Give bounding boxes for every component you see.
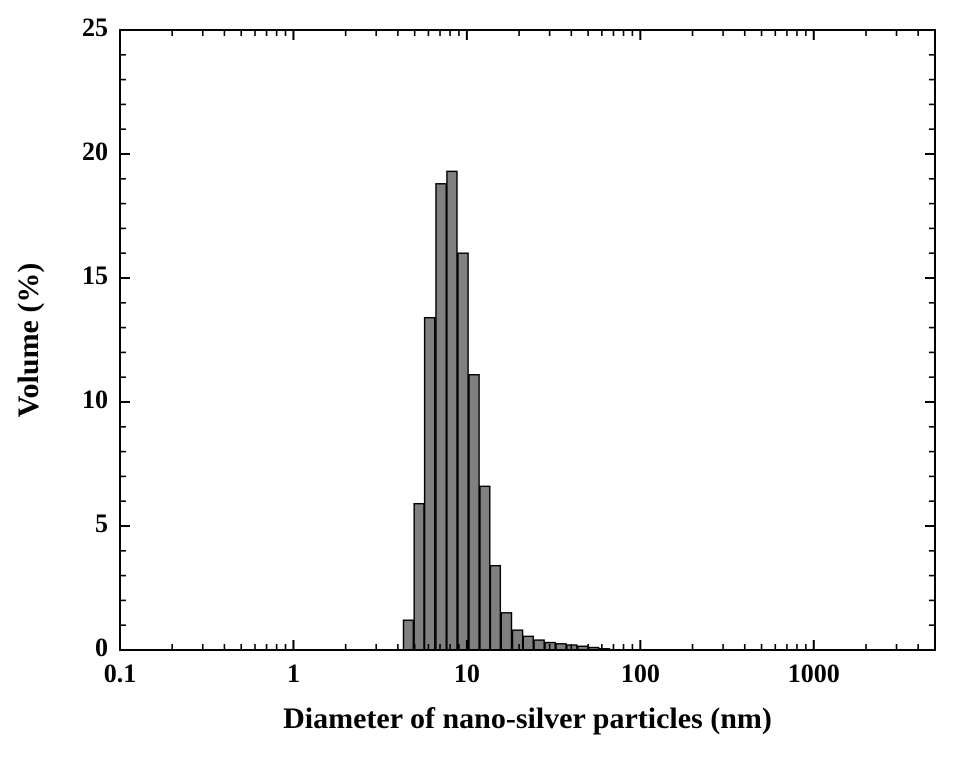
y-tick-label: 0 [95,633,108,662]
histogram-chart: 0.1 1 10 100 1000 0 5 10 15 20 25 Volume (%) Diamete… [0,0,959,771]
histogram-bar [523,636,533,650]
y-tick-label: 15 [82,261,108,290]
x-tick-label: 1 [287,659,300,688]
bars-group [403,171,609,650]
histogram-bar [490,566,500,650]
y-tick-label: 25 [82,13,108,42]
histogram-bar [458,253,468,650]
x-tick-label: 0.1 [104,659,137,688]
histogram-bar [414,504,424,650]
histogram-bar [425,318,435,650]
x-tick-label: 100 [621,659,660,688]
x-axis-label: Diameter of nano-silver particles (nm) [283,702,772,735]
histogram-bar [534,640,544,650]
histogram-bar [447,171,457,650]
histogram-bar [501,613,511,650]
x-tick-label: 10 [454,659,480,688]
histogram-bar [403,620,413,650]
plot-border [120,30,935,650]
y-tick-label: 10 [82,385,108,414]
x-tick-label: 1000 [788,659,840,688]
histogram-bar [513,630,523,650]
histogram-bar [436,184,446,650]
y-axis-label: Volume (%) [12,263,45,418]
chart-svg: 0.1 1 10 100 1000 0 5 10 15 20 25 Volume (%) Diamete… [0,0,959,771]
y-tick-label: 5 [95,509,108,538]
histogram-bar [469,375,479,650]
histogram-bar [480,486,490,650]
y-tick-label: 20 [82,137,108,166]
